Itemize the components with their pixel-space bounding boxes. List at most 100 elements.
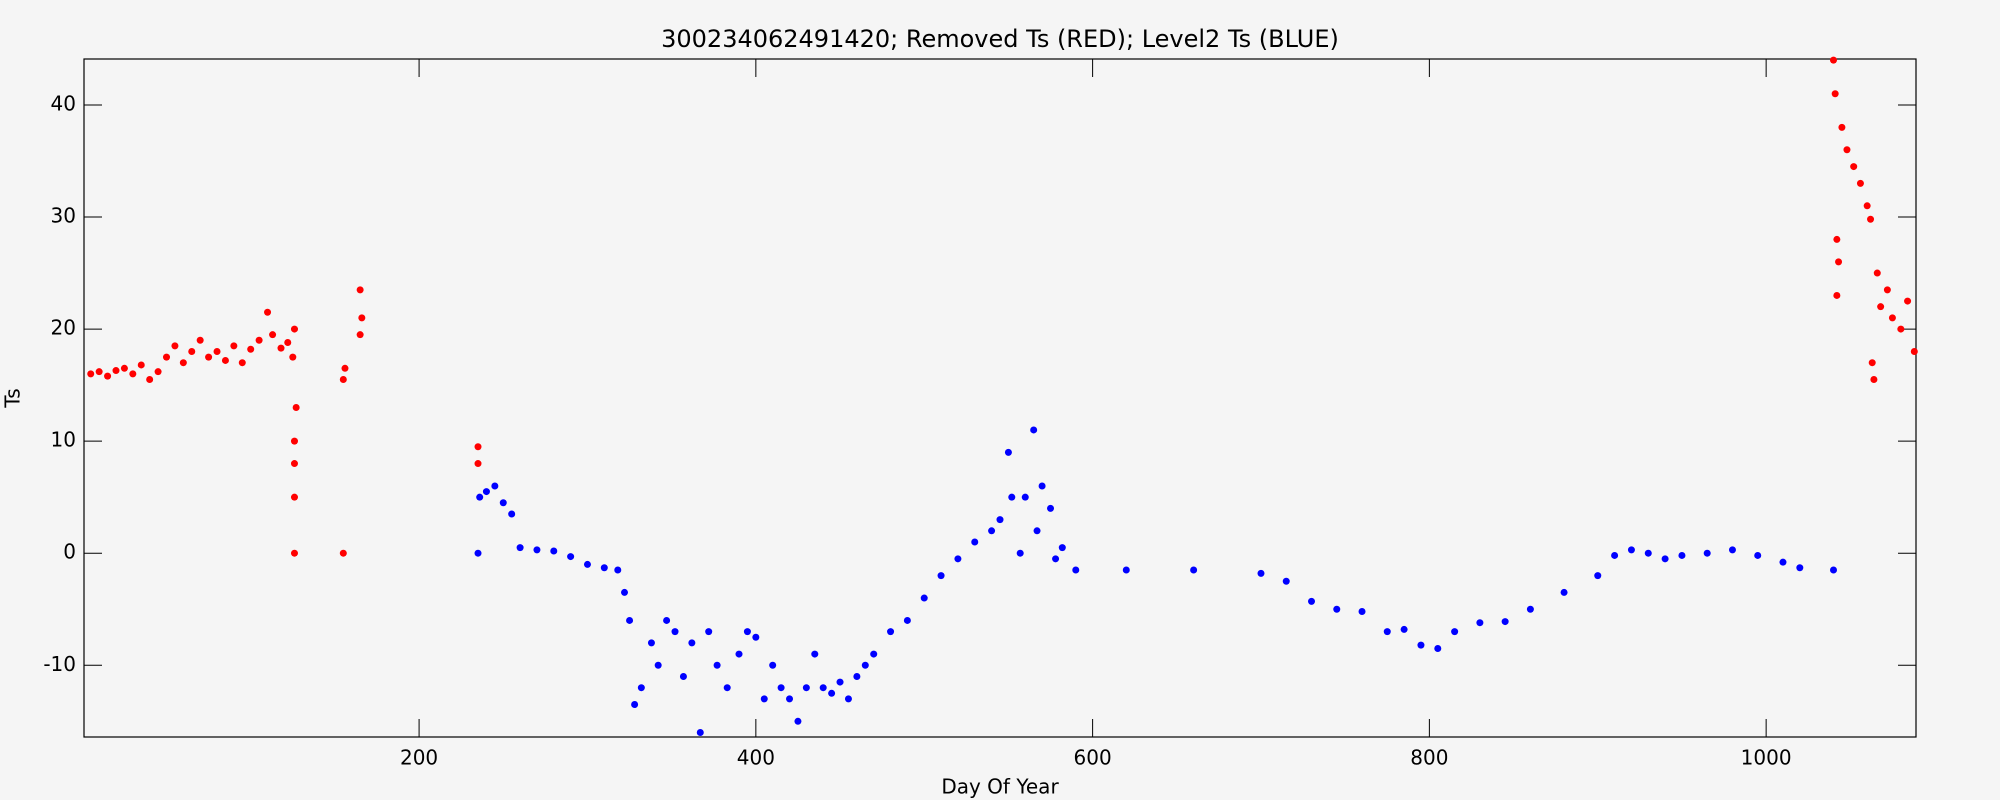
point [1863, 202, 1871, 210]
point [1560, 588, 1568, 596]
point [137, 361, 145, 369]
point [1021, 493, 1029, 501]
point [221, 356, 229, 364]
point [1417, 641, 1425, 649]
point [290, 493, 298, 501]
point [1476, 619, 1484, 627]
point [654, 661, 662, 669]
point [600, 564, 608, 572]
point [1451, 628, 1459, 636]
point [1867, 215, 1875, 223]
point [828, 689, 836, 697]
point [1883, 286, 1891, 294]
point [1904, 297, 1912, 305]
point [292, 404, 300, 412]
point [474, 443, 482, 451]
point [550, 547, 558, 555]
point [1877, 303, 1885, 311]
point [637, 684, 645, 692]
point [671, 628, 679, 636]
point [474, 549, 482, 557]
point [777, 684, 785, 692]
point [1257, 569, 1265, 577]
point [1004, 448, 1012, 456]
y-tick-label: -10 [43, 652, 76, 676]
point [1072, 566, 1080, 574]
point [811, 650, 819, 658]
point [476, 493, 484, 501]
point [289, 353, 297, 361]
point [1754, 551, 1762, 559]
point [1868, 359, 1876, 367]
point [996, 516, 1004, 524]
point [1383, 628, 1391, 636]
point [120, 364, 128, 372]
point [1897, 325, 1905, 333]
point [705, 628, 713, 636]
point [491, 482, 499, 490]
x-tick-label: 400 [737, 746, 775, 770]
point [861, 661, 869, 669]
point [1400, 625, 1408, 633]
point [844, 695, 852, 703]
point [1888, 314, 1896, 322]
point [179, 359, 187, 367]
point [356, 286, 364, 294]
y-axis-label: Ts [1, 388, 25, 408]
point [339, 376, 347, 384]
point [583, 560, 591, 568]
point [1282, 577, 1290, 585]
point [238, 359, 246, 367]
point [1843, 146, 1851, 154]
point [1829, 56, 1837, 64]
point [1047, 504, 1055, 512]
point [1333, 605, 1341, 613]
point [696, 729, 704, 737]
point [1678, 551, 1686, 559]
point [621, 588, 629, 596]
point [903, 616, 911, 624]
x-tick-label: 1000 [1741, 746, 1792, 770]
point [1910, 347, 1918, 355]
point [482, 488, 490, 496]
point [1058, 544, 1066, 552]
point [1358, 607, 1366, 615]
point [614, 566, 622, 574]
point [819, 684, 827, 692]
point [1016, 549, 1024, 557]
point [188, 347, 196, 355]
point [290, 437, 298, 445]
point [887, 628, 895, 636]
point [1873, 269, 1881, 277]
point [290, 549, 298, 557]
point [1856, 179, 1864, 187]
point [1870, 376, 1878, 384]
point [713, 661, 721, 669]
point [802, 684, 810, 692]
point [937, 572, 945, 580]
point [735, 650, 743, 658]
point [1038, 482, 1046, 490]
x-axis-label: Day Of Year [941, 775, 1059, 799]
point [129, 370, 137, 378]
point [1838, 123, 1846, 131]
x-tick-label: 800 [1410, 746, 1448, 770]
point [1594, 572, 1602, 580]
point [1122, 566, 1130, 574]
point [1190, 566, 1198, 574]
point [971, 538, 979, 546]
point [1661, 555, 1669, 563]
point [786, 695, 794, 703]
y-tick-label: 20 [51, 316, 76, 340]
x-tick-label: 200 [400, 746, 438, 770]
point [752, 633, 760, 641]
point [1835, 258, 1843, 266]
point [154, 368, 162, 376]
point [358, 314, 366, 322]
point [1030, 426, 1038, 434]
chart-title: 300234062491420; Removed Ts (RED); Level… [661, 25, 1339, 53]
point [341, 364, 349, 372]
point [1434, 644, 1442, 652]
point [769, 661, 777, 669]
point [567, 553, 575, 561]
